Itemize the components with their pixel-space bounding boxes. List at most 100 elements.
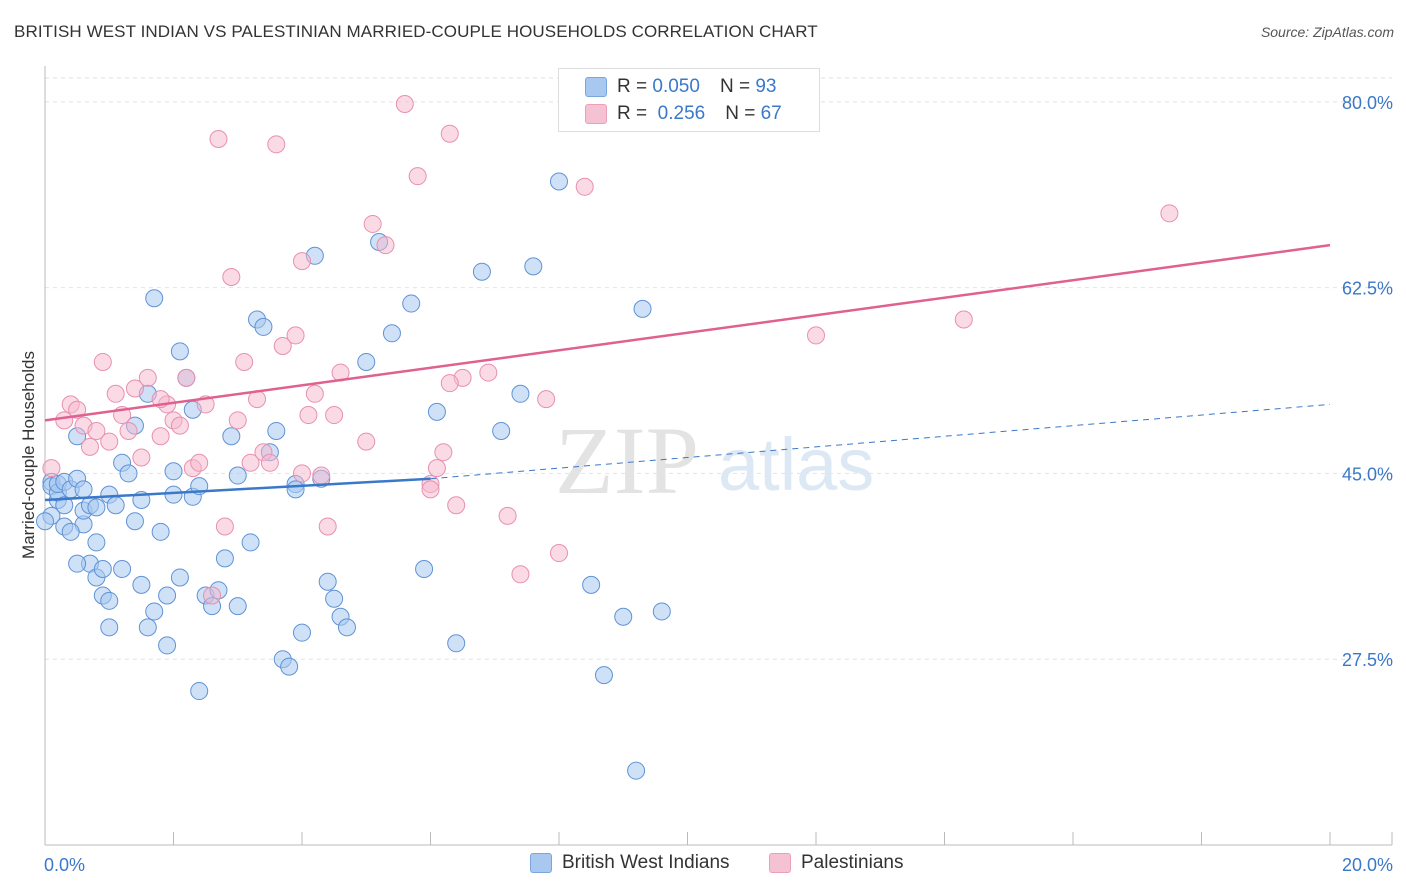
data-point-palestinians [325, 406, 344, 425]
data-point-palestinians [440, 374, 459, 393]
data-point-palestinians [80, 437, 99, 456]
data-point-british-west-indians [93, 559, 112, 578]
data-point-palestinians [447, 496, 466, 515]
tick-labels: 27.5% 45.0% 62.5% 80.0% 0.0% 20.0% [44, 93, 1393, 875]
legend-label-pink: Palestinians [801, 852, 904, 873]
trend-lines [44, 243, 1331, 502]
data-point-british-west-indians [325, 589, 344, 608]
trend-line-british-west-indians [44, 477, 431, 502]
legend-r-value: 0.050 [652, 76, 700, 97]
data-point-british-west-indians [106, 496, 125, 515]
legend-r-label: R = [617, 76, 648, 97]
data-point-british-west-indians [415, 559, 434, 578]
data-point-british-west-indians [113, 559, 132, 578]
axes [44, 66, 1393, 846]
data-point-british-west-indians [241, 533, 260, 552]
data-point-british-west-indians [627, 761, 646, 780]
legend-n-label: N = [719, 76, 751, 97]
data-point-british-west-indians [170, 568, 189, 587]
data-point-palestinians [228, 411, 247, 430]
data-point-palestinians [305, 384, 324, 403]
legend-item-palestinians[interactable]: Palestinians [769, 852, 903, 874]
data-point-palestinians [132, 448, 151, 467]
data-point-palestinians [537, 390, 556, 409]
data-point-british-west-indians [293, 623, 311, 642]
data-point-palestinians [421, 480, 440, 499]
data-point-palestinians [119, 421, 138, 440]
data-point-british-west-indians [228, 466, 247, 485]
data-point-british-west-indians [119, 464, 138, 483]
data-point-british-west-indians [633, 299, 652, 318]
data-point-palestinians [177, 368, 196, 387]
data-point-british-west-indians [594, 666, 613, 685]
x-tick-label: 0.0% [44, 855, 85, 875]
legend-swatch-blue [585, 77, 607, 97]
watermark-zip: ZIP [555, 407, 699, 514]
y-tick-label: 80.0% [1342, 93, 1393, 113]
data-point-palestinians [1160, 204, 1179, 223]
data-point-british-west-indians [158, 636, 177, 655]
legend-item-british-west-indians[interactable]: British West Indians [530, 852, 730, 874]
data-point-british-west-indians [138, 618, 157, 637]
data-point-british-west-indians [87, 533, 106, 552]
legend-n-value: 93 [755, 76, 777, 97]
data-point-british-west-indians [215, 549, 234, 568]
data-point-british-west-indians [151, 522, 170, 541]
data-point-british-west-indians [524, 257, 543, 276]
data-point-british-west-indians [68, 554, 87, 573]
stats-legend: R = 0.050 N = 93 R = 0.256 N = 67 [558, 68, 820, 132]
series-palestinians [42, 94, 1179, 605]
data-point-british-west-indians [280, 657, 299, 676]
data-point-palestinians [395, 94, 414, 113]
legend-n-label: N = [725, 103, 756, 124]
data-point-british-west-indians [402, 294, 421, 313]
data-point-british-west-indians [492, 421, 511, 440]
data-point-palestinians [318, 517, 337, 536]
legend-swatch-pink [769, 853, 791, 873]
data-point-palestinians [575, 177, 594, 196]
data-point-palestinians [100, 432, 119, 451]
data-point-british-west-indians [382, 324, 401, 343]
y-tick-label: 27.5% [1342, 650, 1393, 670]
data-point-palestinians [241, 453, 260, 472]
data-point-palestinians [408, 167, 427, 186]
data-point-palestinians [427, 459, 446, 478]
data-point-british-west-indians [190, 682, 209, 701]
data-point-british-west-indians [614, 607, 633, 626]
data-point-palestinians [151, 427, 170, 446]
data-point-palestinians [312, 466, 331, 485]
data-point-british-west-indians [267, 421, 286, 440]
legend-label-blue: British West Indians [562, 852, 730, 873]
data-point-british-west-indians [222, 427, 241, 446]
data-point-palestinians [42, 459, 61, 478]
data-point-palestinians [138, 368, 157, 387]
data-point-british-west-indians [145, 289, 164, 308]
data-point-british-west-indians [427, 402, 446, 421]
data-point-british-west-indians [582, 575, 601, 594]
data-point-palestinians [363, 214, 382, 233]
y-tick-label: 45.0% [1342, 464, 1393, 484]
source-label: Source: ZipAtlas.com [1260, 24, 1394, 40]
data-point-palestinians [440, 124, 459, 143]
data-point-british-west-indians [254, 317, 273, 336]
data-point-british-west-indians [100, 618, 119, 637]
data-point-british-west-indians [357, 352, 376, 371]
legend-row-blue: R = 0.050 N = 93 [585, 75, 776, 99]
data-point-palestinians [215, 517, 234, 536]
x-tick-label: 20.0% [1342, 855, 1393, 875]
series-legend: British West Indians Palestinians [0, 852, 1406, 876]
data-point-british-west-indians [550, 172, 568, 191]
chart-title: BRITISH WEST INDIAN VS PALESTINIAN MARRI… [14, 22, 818, 41]
data-point-palestinians [293, 464, 311, 483]
data-point-palestinians [511, 565, 530, 584]
data-point-palestinians [434, 443, 453, 462]
data-point-british-west-indians [158, 586, 177, 605]
data-point-british-west-indians [318, 572, 337, 591]
data-point-british-west-indians [100, 591, 119, 610]
data-point-palestinians [106, 384, 125, 403]
data-point-british-west-indians [170, 342, 189, 361]
data-point-palestinians [222, 268, 241, 287]
data-point-palestinians [807, 326, 825, 345]
y-axis-label: Married-couple Households [19, 351, 38, 559]
